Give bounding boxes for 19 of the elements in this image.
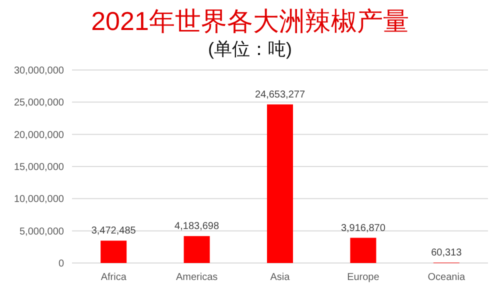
data-label: 24,653,277 (254, 89, 306, 100)
y-tick-label: 25,000,000 (14, 98, 64, 109)
x-tick-label: Oceania (428, 272, 466, 283)
data-label: 3,472,485 (91, 226, 136, 237)
y-tick-label: 30,000,000 (14, 66, 64, 76)
y-tick-label: 10,000,000 (14, 194, 64, 206)
data-label: 3,916,870 (340, 222, 386, 234)
title: 2021年世界各大洲辣椒产量 (91, 6, 409, 36)
subtitle: (单位：吨) (208, 39, 292, 59)
x-tick-label: Asia (270, 272, 290, 283)
y-tick-label: 5,000,000 (20, 226, 64, 238)
y-tick-label: 0 (58, 258, 64, 270)
x-tick-label: Africa (100, 272, 127, 283)
x-tick-label: Americas (176, 272, 218, 283)
data-label: 60,313 (431, 248, 462, 259)
x-tick-label: Europe (347, 272, 380, 283)
y-tick-label: 15,000,000 (14, 162, 64, 173)
data-label: 4,183,698 (174, 221, 220, 232)
y-tick-label: 20,000,000 (14, 130, 64, 141)
